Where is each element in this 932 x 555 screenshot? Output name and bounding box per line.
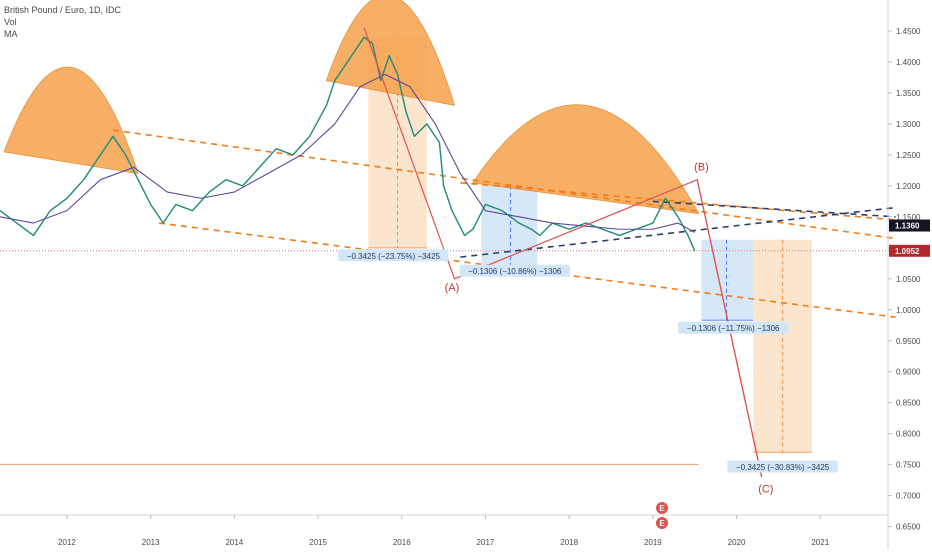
y-tick-label: 0.8500: [896, 399, 921, 408]
measure-label: −0.3425 (−23.75%) −3425: [347, 252, 441, 261]
current-price-badge-bg: [889, 244, 930, 257]
x-tick-label: 2017: [477, 538, 495, 547]
symbol-title[interactable]: British Pound / Euro, 1D, IDC: [4, 5, 122, 15]
measure-label-bg: [459, 264, 570, 277]
vol-indicator-label[interactable]: Vol: [4, 17, 17, 27]
wave-label: (B): [694, 161, 709, 173]
ma-indicator-label[interactable]: MA: [4, 29, 18, 39]
y-tick-label: 0.9000: [896, 368, 921, 377]
trend-line-5: [652, 200, 896, 218]
x-tick-label: 2018: [560, 538, 578, 547]
y-tick-label: 1.3500: [896, 89, 921, 98]
y-tick-label: 1.3000: [896, 120, 921, 129]
y-tick-label: 0.8000: [896, 430, 921, 439]
svg-text:E: E: [659, 504, 665, 513]
price-marker-badge-bg: [889, 219, 930, 232]
x-tick-label: 2013: [142, 538, 160, 547]
chart-legend: British Pound / Euro, 1D, IDC Vol MA: [4, 4, 121, 40]
wave-label: (C): [758, 484, 773, 496]
y-tick-label: 1.0000: [896, 306, 921, 315]
measure-label: −0.1306 (−11.75%) −1306: [687, 324, 780, 333]
x-tick-label: 2019: [644, 538, 662, 547]
measure-box-2: [481, 185, 538, 267]
y-tick-label: 1.2000: [896, 182, 921, 191]
y-tick-label: 1.0500: [896, 275, 921, 284]
trend-lines: [112, 129, 896, 319]
time-axis[interactable]: 2012 2013 2014 2015 2016 2017 2018 2019 2020 2021: [58, 515, 830, 547]
wave-label: (A): [445, 282, 460, 294]
y-tick-label: 1.1500: [896, 213, 921, 222]
svg-text:E: E: [659, 519, 665, 528]
y-tick-label: 0.7500: [896, 461, 921, 470]
tv-logo-icon: E E: [656, 502, 668, 529]
x-tick-label: 2020: [728, 538, 746, 547]
y-tick-label: 1.4500: [896, 27, 921, 36]
price-marker-badge: 1.1360: [895, 222, 920, 231]
dome-shapes: [3, 0, 700, 215]
y-tick-label: 1.4000: [896, 58, 921, 67]
measure-label-bg: [678, 321, 789, 334]
annotation-labels: −0.3425 (−23.75%) −3425 −0.1306 (−10.86%)…: [338, 161, 838, 496]
measure-label-bg: [338, 249, 449, 262]
y-tick-label: 0.6500: [896, 523, 921, 532]
current-price-badge: 1.0952: [895, 247, 920, 256]
trend-line-4: [460, 206, 896, 258]
trend-line-2: [158, 222, 896, 319]
x-tick-label: 2012: [58, 538, 76, 547]
trend-line-3: [460, 181, 896, 221]
measure-label: −0.1306 (−10.86%) −1306: [468, 267, 562, 276]
measure-box-3: [701, 239, 754, 321]
measure-label: −0.3425 (−30.83%) −3425: [736, 463, 830, 472]
dome-1: [3, 66, 139, 175]
y-tick-label: 0.7000: [896, 492, 921, 501]
x-tick-label: 2016: [393, 538, 411, 547]
ma-series: [0, 73, 695, 233]
y-tick-label: 1.2500: [896, 151, 921, 160]
x-tick-label: 2021: [811, 538, 829, 547]
dome-3: [472, 104, 700, 215]
measure-label-bg: [727, 460, 838, 473]
dome-2: [325, 0, 456, 106]
y-tick-label: 0.9500: [896, 337, 921, 346]
x-tick-label: 2014: [225, 538, 243, 547]
x-tick-label: 2015: [309, 538, 327, 547]
price-axis[interactable]: 1.4500 1.4000 1.3500 1.3000 1.2500 1.2000 1.15…: [888, 27, 930, 532]
